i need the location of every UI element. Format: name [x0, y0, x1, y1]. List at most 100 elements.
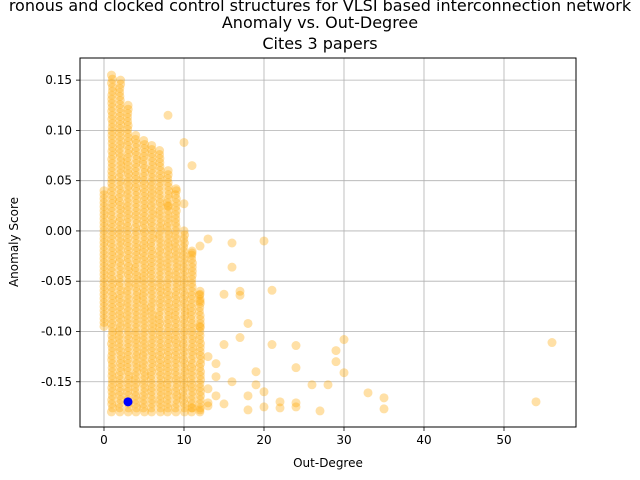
- data-point: [180, 310, 190, 320]
- data-point: [139, 315, 149, 325]
- data-point: [131, 170, 141, 180]
- data-point: [131, 375, 141, 385]
- data-point: [108, 311, 118, 321]
- data-point: [147, 346, 157, 356]
- data-point: [179, 274, 189, 284]
- data-point: [162, 222, 172, 232]
- y-tick-label: -0.05: [41, 274, 72, 288]
- data-point: [155, 363, 165, 373]
- data-point: [171, 326, 181, 336]
- data-point: [155, 286, 165, 296]
- data-point: [180, 383, 190, 393]
- data-point: [155, 351, 165, 361]
- data-point: [123, 314, 133, 324]
- data-point: [131, 211, 141, 221]
- data-point: [195, 321, 205, 331]
- x-tick-label: 0: [100, 433, 108, 447]
- data-point: [99, 226, 109, 236]
- data-point: [180, 230, 190, 240]
- data-point: [163, 186, 173, 196]
- data-point: [131, 158, 141, 168]
- data-point: [186, 355, 196, 365]
- data-point: [163, 371, 173, 381]
- data-point: [178, 355, 188, 365]
- data-point: [123, 298, 133, 308]
- data-point: [122, 229, 132, 239]
- data-point: [155, 238, 165, 248]
- data-point: [139, 335, 149, 345]
- data-point: [99, 290, 109, 300]
- data-point: [123, 290, 133, 300]
- data-point: [154, 310, 164, 320]
- data-point: [139, 319, 149, 329]
- data-point: [115, 192, 125, 202]
- data-point: [123, 246, 133, 256]
- data-point: [99, 301, 109, 311]
- data-point: [106, 239, 116, 249]
- data-point: [163, 355, 173, 365]
- data-point: [123, 310, 133, 320]
- data-point: [107, 106, 117, 116]
- data-point: [187, 331, 197, 341]
- data-point: [147, 282, 157, 292]
- data-point: [139, 207, 149, 217]
- data-point: [187, 161, 197, 171]
- data-point: [187, 294, 197, 304]
- data-point: [163, 395, 173, 405]
- data-point: [107, 94, 117, 104]
- data-point: [107, 395, 117, 405]
- data-point: [131, 295, 141, 305]
- data-point: [107, 218, 117, 228]
- data-point: [139, 331, 149, 341]
- data-point: [163, 294, 173, 304]
- y-axis: -0.15 -0.10 -0.05 0.00 0.05 0.10 0.15: [41, 73, 80, 389]
- data-point: [155, 190, 165, 200]
- data-point: [107, 375, 117, 385]
- data-point: [123, 318, 133, 328]
- data-point: [155, 258, 165, 268]
- data-point: [155, 326, 165, 336]
- data-point: [115, 383, 125, 393]
- data-point: [195, 314, 205, 324]
- data-point: [187, 347, 197, 357]
- data-point: [171, 339, 181, 349]
- data-point: [179, 199, 189, 209]
- data-point: [163, 302, 173, 312]
- data-point: [219, 399, 229, 409]
- data-point: [123, 330, 133, 340]
- y-tick-label: -0.15: [41, 375, 72, 389]
- data-point: [123, 338, 133, 348]
- data-point: [107, 315, 117, 325]
- data-point: [122, 322, 132, 332]
- data-point: [139, 239, 149, 249]
- data-point: [139, 143, 149, 153]
- data-point: [107, 243, 117, 253]
- data-point: [107, 259, 117, 269]
- data-point: [172, 379, 182, 389]
- data-point: [131, 187, 141, 197]
- data-point: [131, 183, 141, 193]
- data-point: [123, 108, 133, 118]
- data-point: [163, 254, 173, 264]
- data-point: [140, 139, 150, 149]
- data-point: [108, 403, 118, 413]
- data-point: [155, 403, 165, 413]
- data-point: [147, 318, 157, 328]
- data-point: [187, 326, 197, 336]
- data-point: [116, 79, 126, 89]
- data-point: [171, 270, 181, 280]
- data-point: [146, 403, 156, 413]
- data-point: [131, 227, 141, 237]
- data-point: [123, 254, 133, 264]
- data-point: [147, 149, 157, 159]
- data-point: [108, 255, 118, 265]
- data-point: [115, 128, 125, 138]
- y-axis-label: Anomaly Score: [7, 197, 21, 287]
- data-point: [147, 274, 157, 284]
- data-point: [123, 354, 133, 364]
- data-point: [116, 160, 126, 170]
- data-point: [132, 275, 142, 285]
- data-point: [163, 331, 173, 341]
- data-point: [115, 87, 125, 97]
- data-point: [107, 110, 117, 120]
